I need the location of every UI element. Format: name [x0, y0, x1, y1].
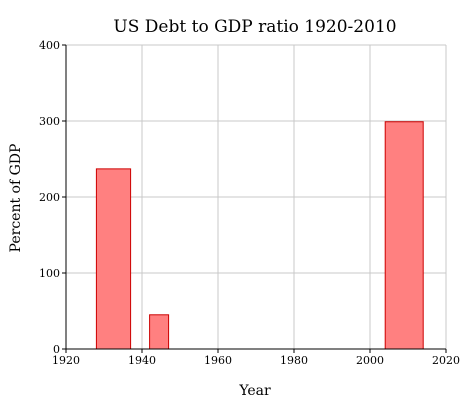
bars [95, 121, 424, 350]
bar [95, 168, 132, 350]
x-tick-label: 1960 [204, 354, 232, 367]
x-tick-label: 1920 [52, 354, 80, 367]
y-tick-label: 200 [39, 191, 60, 204]
y-axis-label: Percent of GDP [8, 144, 24, 253]
x-tick-label: 2020 [432, 354, 460, 367]
y-tick-label: 400 [39, 39, 60, 52]
x-tick-label: 1980 [280, 354, 308, 367]
axes: 1920 1940 1960 1980 2000 2020 0 100 200 300 400 [39, 39, 460, 367]
x-axis-label: Year [238, 383, 271, 399]
bar [384, 121, 424, 350]
y-tick-label: 300 [39, 115, 60, 128]
y-tick-label: 100 [39, 267, 60, 280]
y-tick-label: 0 [53, 343, 60, 356]
bar [149, 314, 170, 350]
x-tick-label: 1940 [128, 354, 156, 367]
chart-title: US Debt to GDP ratio 1920-2010 [113, 17, 396, 37]
x-tick-label: 2000 [356, 354, 384, 367]
